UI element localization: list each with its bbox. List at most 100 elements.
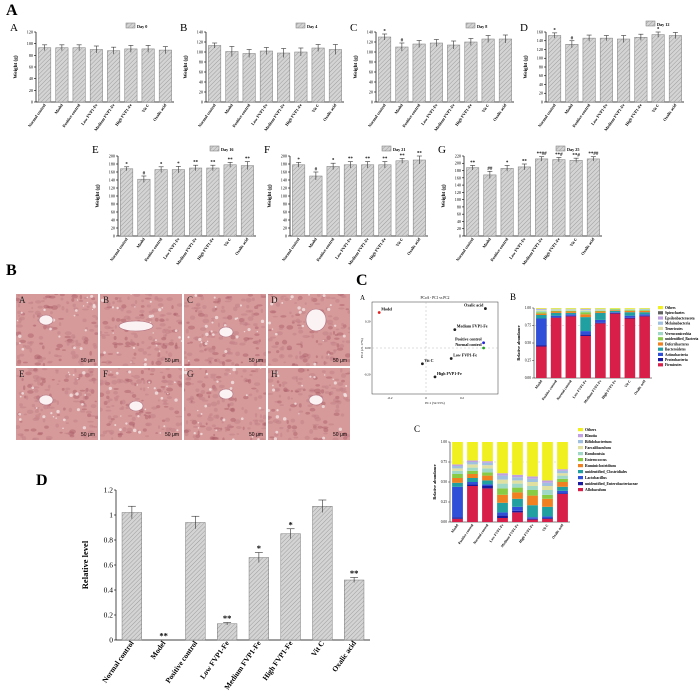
- cell-nucleus: [262, 414, 266, 420]
- cell-nucleus: [68, 338, 75, 344]
- cell-nucleus: [212, 300, 219, 304]
- cell-nucleus: [81, 308, 89, 311]
- cell-nucleus: [221, 361, 226, 366]
- vacuole: [76, 408, 80, 412]
- cell-nucleus: [104, 331, 109, 334]
- cell-nucleus: [275, 341, 280, 346]
- stack-segment: [482, 465, 493, 469]
- cell-nucleus: [52, 327, 58, 330]
- tissue-background: [16, 294, 98, 366]
- y-tick-label: 20: [457, 226, 461, 231]
- cell-nucleus: [65, 373, 70, 379]
- stack-segment: [639, 310, 650, 311]
- legend-swatch: [658, 342, 663, 346]
- cell-nucleus: [71, 294, 78, 299]
- cell-nucleus: [151, 406, 158, 410]
- stack-segment: [565, 308, 577, 309]
- cell-nucleus: [160, 342, 163, 346]
- cell-nucleus: [67, 302, 70, 305]
- stack-segment: [624, 317, 636, 319]
- cell-nucleus: [195, 303, 201, 307]
- y-tick-label: 80: [369, 59, 373, 64]
- legend-swatch: [578, 464, 583, 468]
- y-tick-label: 0.2: [104, 611, 114, 620]
- vacuole: [309, 375, 312, 378]
- cell-nucleus: [55, 354, 63, 358]
- cell-nucleus: [306, 369, 310, 372]
- cell-nucleus: [295, 377, 298, 383]
- vacuole: [137, 415, 140, 418]
- vacuole: [301, 384, 304, 387]
- cell-nucleus: [271, 310, 276, 314]
- cell-nucleus: [274, 388, 280, 392]
- legend-label: unidentified_Clostridiales: [585, 470, 628, 474]
- cell-nucleus: [268, 351, 272, 354]
- tissue-background: [268, 368, 350, 440]
- vacuole: [230, 380, 235, 385]
- cell-nucleus: [171, 305, 174, 310]
- vacuole: [103, 351, 106, 354]
- vacuole: [273, 437, 278, 440]
- cell-nucleus: [207, 416, 214, 422]
- cell-nucleus: [23, 395, 27, 399]
- cell-nucleus: [216, 400, 220, 405]
- cell-nucleus: [131, 362, 136, 365]
- cell-nucleus: [27, 368, 34, 370]
- central-vein: [218, 388, 234, 400]
- cell-nucleus: [104, 380, 108, 385]
- vacuole: [290, 298, 292, 301]
- vacuole: [313, 375, 316, 379]
- cell-nucleus: [332, 398, 339, 403]
- cell-nucleus: [139, 309, 145, 314]
- cell-nucleus: [189, 395, 194, 400]
- legend-label: Day 0: [137, 24, 147, 29]
- cell-nucleus: [122, 363, 129, 366]
- scale-bar-label: 50 μm: [333, 432, 347, 438]
- cell-nucleus: [271, 358, 279, 363]
- central-vein: [218, 326, 234, 338]
- cell-nucleus: [178, 321, 182, 325]
- vacuole: [243, 330, 246, 333]
- cell-nucleus: [221, 421, 224, 424]
- cell-nucleus: [126, 310, 132, 314]
- stack-segment: [550, 317, 562, 378]
- cell-nucleus: [116, 300, 123, 303]
- scatter-point: [449, 357, 453, 360]
- cell-nucleus: [296, 343, 302, 346]
- stack-segment: [512, 477, 523, 481]
- vacuole: [200, 412, 203, 415]
- cell-nucleus: [32, 437, 40, 440]
- stack-segment: [557, 493, 568, 494]
- cell-nucleus: [335, 328, 340, 331]
- bar: [569, 160, 583, 237]
- cell-nucleus: [34, 409, 39, 413]
- cell-nucleus: [111, 379, 118, 385]
- cell-nucleus: [210, 401, 218, 407]
- cell-nucleus: [157, 425, 161, 429]
- cell-nucleus: [271, 408, 276, 412]
- y-tick-label: 180: [109, 161, 115, 166]
- legend-swatch: [578, 476, 583, 480]
- cell-nucleus: [160, 386, 166, 388]
- cell-nucleus: [327, 322, 334, 326]
- legend-swatch: [465, 22, 476, 29]
- cell-nucleus: [329, 332, 333, 336]
- legend-swatch: [578, 434, 583, 438]
- bar: [171, 169, 185, 237]
- cell-nucleus: [61, 306, 65, 311]
- y-tick-label: 80: [29, 53, 33, 58]
- legend-swatch: [578, 482, 583, 486]
- y-tick-label: 220: [455, 153, 461, 158]
- cell-nucleus: [211, 424, 217, 428]
- significance-mark: **: [522, 160, 528, 165]
- cell-nucleus: [162, 386, 165, 390]
- cell-nucleus: [87, 358, 91, 362]
- vacuole: [50, 412, 53, 415]
- cell-nucleus: [100, 379, 104, 385]
- cell-nucleus: [203, 376, 209, 379]
- cell-nucleus: [304, 435, 310, 440]
- stack-segment: [497, 502, 508, 513]
- scatter-point: [433, 375, 437, 379]
- legend-swatch: [658, 316, 663, 320]
- y-tick-label: 80: [283, 201, 287, 206]
